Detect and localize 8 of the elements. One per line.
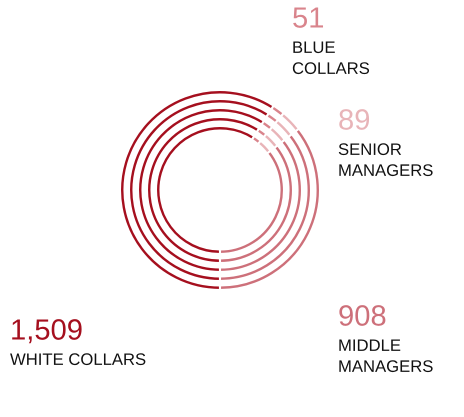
data-label: 1,509 <box>12 319 82 344</box>
slice-label: BLUE COLLARS <box>292 41 370 74</box>
data-label: 89 <box>339 109 370 130</box>
data-label: 51 <box>293 7 324 28</box>
slice-label: WHITE COLLARS <box>10 353 146 366</box>
slice-label: SENIOR MANAGERS <box>338 143 433 176</box>
slice-label: MIDDLE MANAGERS <box>339 339 433 372</box>
data-label: 908 <box>339 305 386 326</box>
